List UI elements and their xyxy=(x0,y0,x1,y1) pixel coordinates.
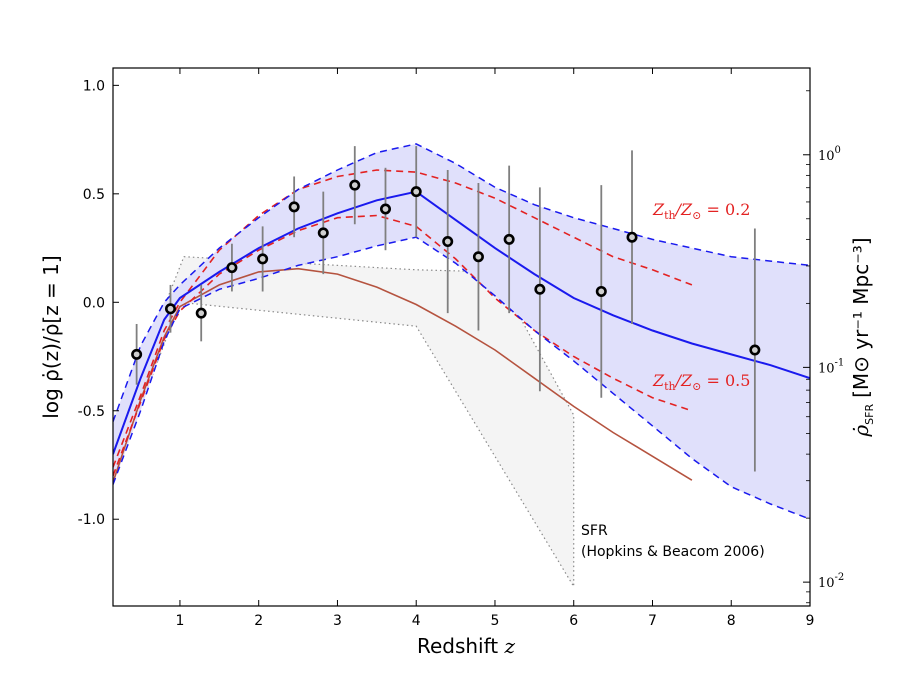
plot-frame xyxy=(112,67,811,607)
y-tick-label: 0.0 xyxy=(83,295,105,311)
data-point xyxy=(257,253,269,265)
annotation-z02: Zth/Z⊙ = 0.2 xyxy=(652,200,750,222)
axis-layer: 1 2 3 4 5 6 7 8 9 1.0 0.5 0.0 -0.5 -1.0 100 10-1 10-2 xyxy=(78,68,844,629)
band-lower-edge xyxy=(113,236,810,520)
data-point xyxy=(379,203,391,215)
right-tick-label: 100 xyxy=(818,145,841,164)
data-point xyxy=(317,227,329,239)
data-point xyxy=(442,236,454,248)
x-tick-label: 4 xyxy=(412,613,421,629)
data-point xyxy=(410,186,422,198)
y-tick-label: -0.5 xyxy=(78,404,105,420)
y-tick-label: -1.0 xyxy=(78,512,105,528)
data-point xyxy=(472,251,484,263)
x-tick-label: 2 xyxy=(254,613,263,629)
x-tick-label: 3 xyxy=(333,613,342,629)
y-axis-title-left: log ρ̇(z)/ρ̇[z = 1] xyxy=(39,255,63,418)
annotation-sfr-line2: (Hopkins & Beacom 2006) xyxy=(581,544,765,560)
x-tick-label: 5 xyxy=(491,613,500,629)
y-axis-title-right: ρ̇SFR[M⊙ yr⁻¹ Mpc⁻³] xyxy=(849,237,876,437)
annotation-z05: Zth/Z⊙ = 0.5 xyxy=(652,371,750,393)
data-point xyxy=(626,231,638,243)
annotation-sfr-line1: SFR xyxy=(581,523,608,539)
data-point xyxy=(288,201,300,213)
data-point xyxy=(349,179,361,191)
data-point xyxy=(164,303,176,315)
y-tick-label: 1.0 xyxy=(83,78,105,94)
band-upper-edge xyxy=(113,143,810,422)
data-point xyxy=(595,285,607,297)
sfr-curve xyxy=(113,267,693,483)
y-tick-label: 0.5 xyxy=(83,187,105,203)
x-tick-label: 7 xyxy=(648,613,657,629)
x-tick-label: 9 xyxy=(806,613,815,629)
data-point xyxy=(749,344,761,356)
x-axis-title: Redshift z xyxy=(417,634,516,658)
data-point xyxy=(226,262,238,274)
data-point xyxy=(195,307,207,319)
data-point xyxy=(534,283,546,295)
data-point xyxy=(503,233,515,245)
plot-layer xyxy=(113,143,810,589)
red-dashed-line-z05 xyxy=(113,214,693,477)
right-tick-label: 10-1 xyxy=(818,357,844,376)
best-fit-line xyxy=(113,190,810,455)
x-tick-label: 1 xyxy=(175,613,184,629)
x-tick-label: 6 xyxy=(569,613,578,629)
red-dashed-line-z02 xyxy=(113,169,693,468)
x-tick-label: 8 xyxy=(727,613,736,629)
data-point xyxy=(131,348,143,360)
right-tick-label: 10-2 xyxy=(818,572,844,591)
